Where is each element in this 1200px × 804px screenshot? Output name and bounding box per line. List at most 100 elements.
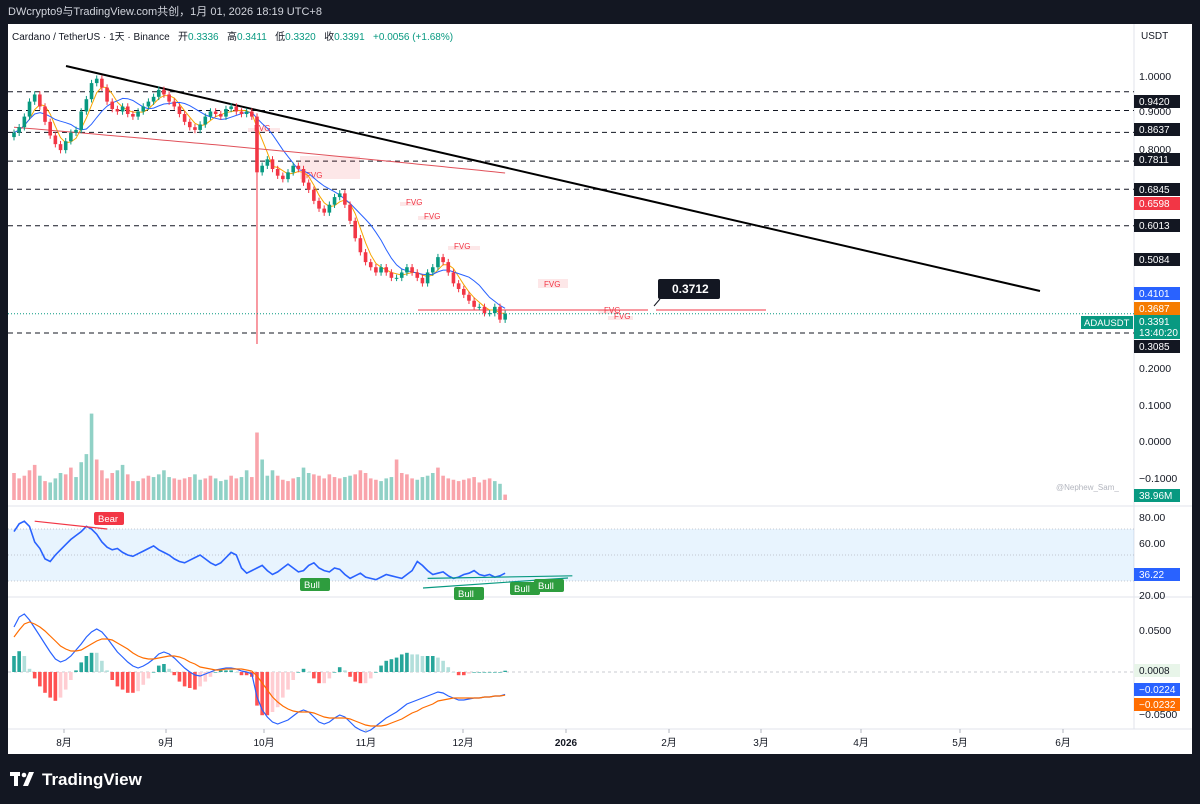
- candle-body: [105, 87, 109, 102]
- volume-bar: [425, 475, 430, 500]
- fvg-label: FVG: [254, 124, 270, 133]
- candle-body: [74, 129, 78, 133]
- candle-body: [482, 306, 487, 314]
- price-badge: [1134, 326, 1180, 339]
- volume-bar: [84, 454, 89, 500]
- volume-bar: [234, 478, 239, 500]
- fvg-label: FVG: [454, 242, 470, 251]
- volume-bar: [322, 478, 326, 500]
- volume-bar: [337, 478, 342, 500]
- rsi-badge: [1134, 568, 1180, 581]
- candle-body: [234, 106, 239, 112]
- macd-histogram-bar: [32, 672, 37, 679]
- volume-bar: [436, 467, 440, 500]
- candle-body: [446, 262, 451, 273]
- macd-histogram-bar: [156, 665, 161, 672]
- macd-histogram-bar: [239, 672, 244, 676]
- volume-bar: [493, 481, 497, 500]
- macd-histogram-bar: [456, 672, 461, 676]
- candle-body: [472, 300, 476, 307]
- macd-histogram-bar: [451, 672, 456, 673]
- macd-histogram-bar: [317, 672, 321, 684]
- macd-histogram-bar: [100, 660, 104, 672]
- candle-body: [275, 169, 280, 176]
- macd-histogram-bar: [286, 672, 290, 690]
- time-tick-label: 3月: [753, 737, 769, 749]
- macd-histogram-bar: [270, 672, 275, 712]
- candle-body: [193, 127, 197, 130]
- volume-bar: [177, 479, 182, 500]
- candle-body: [260, 165, 264, 173]
- volume-bar: [286, 481, 290, 500]
- volume-bar: [353, 474, 358, 500]
- price-badge: [1134, 197, 1180, 210]
- macd-histogram-bar: [146, 672, 151, 679]
- candle-body: [69, 132, 73, 142]
- volume-bar: [120, 464, 125, 500]
- volume-bar: [270, 470, 275, 500]
- candle-body: [415, 272, 420, 278]
- rsi-tick-label: 20.00: [1139, 590, 1165, 602]
- divergence-label: Bull: [304, 580, 320, 591]
- fvg-label: FVG: [544, 280, 560, 289]
- macd-histogram-bar: [358, 672, 363, 684]
- price-badge-text: 0.4101: [1139, 289, 1170, 300]
- divergence-badge: [300, 578, 330, 591]
- candle-body: [156, 89, 161, 97]
- candle-body: [12, 132, 16, 138]
- rsi-badge-text: 36.22: [1139, 570, 1164, 581]
- candle-body: [477, 306, 482, 308]
- price-callout-pointer: [653, 298, 661, 307]
- time-tick-label: 5月: [952, 737, 968, 749]
- candle-body: [399, 272, 404, 278]
- macd-histogram-bar: [110, 672, 115, 680]
- volume-bar: [141, 478, 146, 500]
- price-badge-text: 13:40:20: [1139, 328, 1178, 339]
- candle-body: [317, 200, 321, 209]
- volume-bar: [131, 481, 135, 500]
- volume-bar: [451, 479, 456, 500]
- candle-body: [110, 101, 115, 109]
- price-tick-label: 1.0000: [1139, 71, 1171, 83]
- volume-bar: [239, 477, 244, 500]
- open-value: 0.3336: [188, 32, 219, 43]
- candle-body: [84, 99, 89, 112]
- candle-body: [48, 121, 52, 136]
- fvg-label: FVG: [614, 312, 630, 321]
- volume-bar: [193, 474, 197, 500]
- macd-histogram-bar: [348, 672, 352, 677]
- volume-bar: [384, 478, 389, 500]
- macd-tick-label: −0.0500: [1139, 709, 1177, 721]
- chart-svg[interactable]: USDT1.00000.90000.80000.20000.10000.0000…: [8, 24, 1192, 754]
- macd-histogram-bar: [394, 657, 399, 672]
- volume-bar: [415, 479, 420, 500]
- macd-histogram-bar: [125, 672, 130, 693]
- candle-body: [379, 267, 383, 273]
- price-badge: [1134, 95, 1180, 108]
- volume-bar: [58, 473, 63, 500]
- candle-body: [389, 272, 394, 278]
- macd-histogram-bar: [94, 652, 99, 672]
- volume-bar: [94, 459, 99, 500]
- candle-body: [203, 116, 208, 125]
- tradingview-logo-icon: [10, 772, 36, 788]
- volume-bar: [27, 470, 32, 500]
- volume-bar: [394, 459, 399, 500]
- volume-bar: [162, 470, 166, 500]
- candle-body: [270, 159, 275, 170]
- divergence-label: Bull: [514, 584, 530, 595]
- chart-frame[interactable]: USDT 1.0000 0.9000 0.8000 0.2000 0.1000 0.0000…: [8, 24, 1192, 754]
- candle-body: [327, 204, 332, 213]
- volume-bar: [203, 478, 208, 500]
- candle-body: [63, 141, 68, 151]
- volume-bar: [327, 474, 332, 500]
- volume-bar: [275, 475, 280, 500]
- price-badge: [1134, 340, 1180, 353]
- macd-badge-text: −0.0232: [1139, 700, 1176, 711]
- fvg-zone: [448, 246, 480, 250]
- volume-bar: [63, 474, 68, 500]
- price-badge: [1134, 153, 1180, 166]
- tradingview-logo[interactable]: TradingView: [10, 770, 142, 790]
- macd-histogram-bar: [467, 672, 471, 674]
- candle-body: [493, 306, 497, 314]
